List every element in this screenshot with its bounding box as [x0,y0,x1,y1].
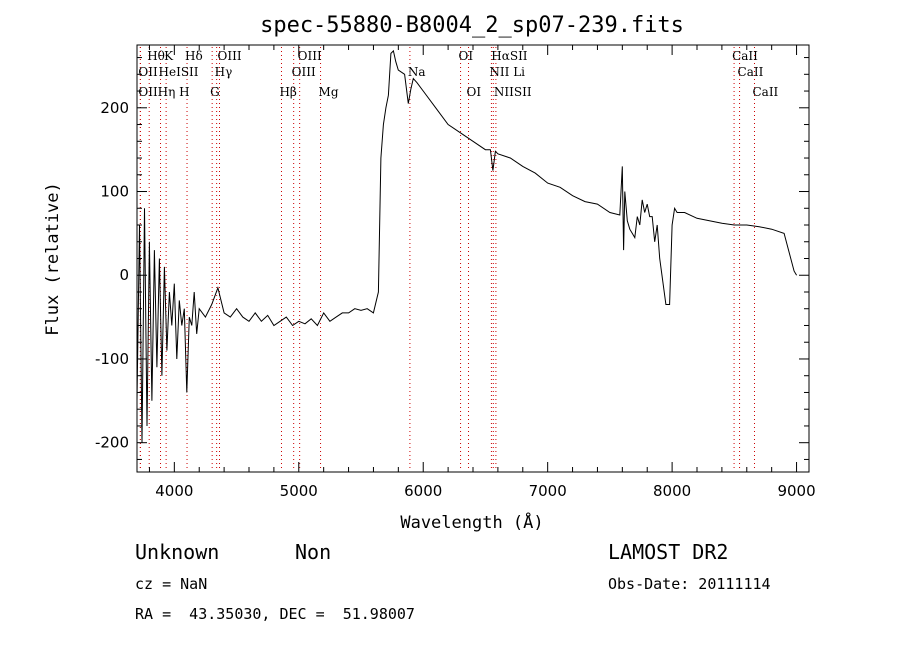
survey-name: LAMOST DR2 [608,540,729,564]
spectral-line-label: Hθ [147,49,165,63]
spectral-line-label: OI [467,85,482,99]
spectral-line-label: Mg [319,85,339,99]
spectral-subclass: Non [295,540,332,564]
spectral-line-label: Hδ [185,49,203,63]
spectral-line-label: OIII [298,49,322,63]
spectral-line-label: K [164,49,174,63]
x-tick-label: 4000 [155,482,193,500]
spectral-line-label: HeISII [159,65,199,79]
plot-frame [136,44,810,473]
redshift-text: cz = NaN [135,575,208,593]
y-axis-label: Flux (relative) [43,182,63,336]
spectral-line-labels: Hθ K Hδ OIII OIII OI HαSII CaII OII HeISII Hγ OIII N… [138,49,778,99]
spectral-line-label: OIII [218,49,242,63]
spectral-line-label: OIII [292,65,316,79]
x-tick-label: 7000 [529,482,567,500]
x-axis-label: Wavelength (Å) [400,511,543,533]
x-tick-label: 8000 [653,482,691,500]
spectrum-chart: spec-55880-B8004_2_sp07-239.fits Hθ K Hδ OI… [43,13,816,533]
x-tick-label: 9000 [777,482,815,500]
spectral-line-label: HαSII [491,49,528,63]
spectral-line-label: Hβ [279,85,296,99]
spectral-line-label: G [210,85,220,99]
x-axis: 4000 5000 6000 7000 8000 9000 [148,45,816,500]
spectral-line-label: OI [459,49,474,63]
spectral-line-label: NII Li [489,65,525,79]
spectrum-series-line [136,49,798,443]
radec-text: RA = 43.35030, DEC = 51.98007 [135,605,415,623]
series-group [136,49,798,443]
spectral-line-label: Na [408,65,426,79]
y-tick-label: -200 [95,434,129,452]
spectral-line-label: CaII [732,49,758,63]
spectral-line-markers [139,47,755,470]
x-tick-label: 5000 [280,482,318,500]
spectral-line-label: CaII [752,85,778,99]
spectral-line-label: OII [138,65,158,79]
y-tick-label: -100 [95,350,129,368]
y-tick-label: 0 [119,266,129,284]
y-axis: -200 -100 0 100 200 [95,57,809,460]
x-tick-label: 6000 [404,482,442,500]
spectral-line-label: OIIHη H [138,85,189,99]
chart-title: spec-55880-B8004_2_sp07-239.fits [260,13,684,38]
spectral-line-label: NIISII [494,85,532,99]
spectral-line-label: CaII [738,65,764,79]
y-tick-label: 100 [100,183,129,201]
y-tick-label: 200 [100,99,129,117]
spectral-line-label: Hγ [215,65,233,79]
obs-date-text: Obs-Date: 20111114 [608,575,771,593]
spectral-class: Unknown [135,540,220,564]
